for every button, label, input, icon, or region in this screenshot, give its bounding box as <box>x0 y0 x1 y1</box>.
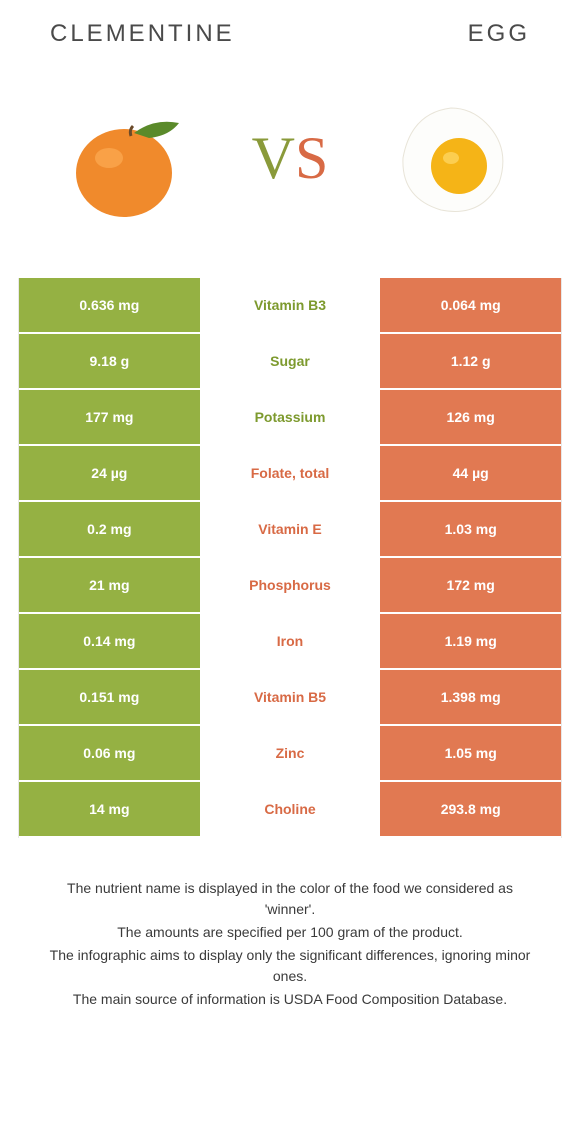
table-row: 177 mgPotassium126 mg <box>19 390 561 446</box>
footer-line-2: The amounts are specified per 100 gram o… <box>40 922 540 943</box>
vs-v: V <box>252 125 295 191</box>
nutrient-name: Choline <box>200 782 381 836</box>
left-value: 24 µg <box>19 446 200 500</box>
right-value: 0.064 mg <box>380 278 561 332</box>
right-value: 44 µg <box>380 446 561 500</box>
table-row: 21 mgPhosphorus172 mg <box>19 558 561 614</box>
nutrient-name: Zinc <box>200 726 381 780</box>
clementine-image <box>54 83 204 233</box>
nutrient-name: Potassium <box>200 390 381 444</box>
nutrient-name: Vitamin B5 <box>200 670 381 724</box>
comparison-table: 0.636 mgVitamin B30.064 mg9.18 gSugar1.1… <box>18 278 562 838</box>
nutrient-name: Vitamin E <box>200 502 381 556</box>
table-row: 0.151 mgVitamin B51.398 mg <box>19 670 561 726</box>
table-row: 24 µgFolate, total44 µg <box>19 446 561 502</box>
left-value: 177 mg <box>19 390 200 444</box>
left-value: 21 mg <box>19 558 200 612</box>
table-row: 0.636 mgVitamin B30.064 mg <box>19 278 561 334</box>
table-row: 9.18 gSugar1.12 g <box>19 334 561 390</box>
table-row: 0.2 mgVitamin E1.03 mg <box>19 502 561 558</box>
vs-label: VS <box>252 124 329 193</box>
nutrient-name: Phosphorus <box>200 558 381 612</box>
header: CLEMENTINE EGG <box>0 20 580 48</box>
footer-line-4: The main source of information is USDA F… <box>40 989 540 1010</box>
right-value: 1.05 mg <box>380 726 561 780</box>
left-food-title: CLEMENTINE <box>50 20 235 48</box>
footer-notes: The nutrient name is displayed in the co… <box>0 838 580 1010</box>
footer-line-1: The nutrient name is displayed in the co… <box>40 878 540 920</box>
table-row: 14 mgCholine293.8 mg <box>19 782 561 838</box>
nutrient-name: Vitamin B3 <box>200 278 381 332</box>
table-row: 0.14 mgIron1.19 mg <box>19 614 561 670</box>
footer-line-3: The infographic aims to display only the… <box>40 945 540 987</box>
table-row: 0.06 mgZinc1.05 mg <box>19 726 561 782</box>
right-food-title: EGG <box>468 20 530 48</box>
nutrient-name: Folate, total <box>200 446 381 500</box>
left-value: 9.18 g <box>19 334 200 388</box>
nutrient-name: Sugar <box>200 334 381 388</box>
nutrient-name: Iron <box>200 614 381 668</box>
images-row: VS <box>0 78 580 238</box>
right-value: 172 mg <box>380 558 561 612</box>
egg-image <box>376 83 526 233</box>
right-value: 293.8 mg <box>380 782 561 836</box>
right-value: 1.19 mg <box>380 614 561 668</box>
left-value: 0.2 mg <box>19 502 200 556</box>
right-value: 1.398 mg <box>380 670 561 724</box>
right-value: 1.12 g <box>380 334 561 388</box>
left-value: 0.151 mg <box>19 670 200 724</box>
left-value: 0.14 mg <box>19 614 200 668</box>
left-value: 0.636 mg <box>19 278 200 332</box>
left-value: 14 mg <box>19 782 200 836</box>
right-value: 1.03 mg <box>380 502 561 556</box>
right-value: 126 mg <box>380 390 561 444</box>
left-value: 0.06 mg <box>19 726 200 780</box>
vs-s: S <box>295 125 328 191</box>
